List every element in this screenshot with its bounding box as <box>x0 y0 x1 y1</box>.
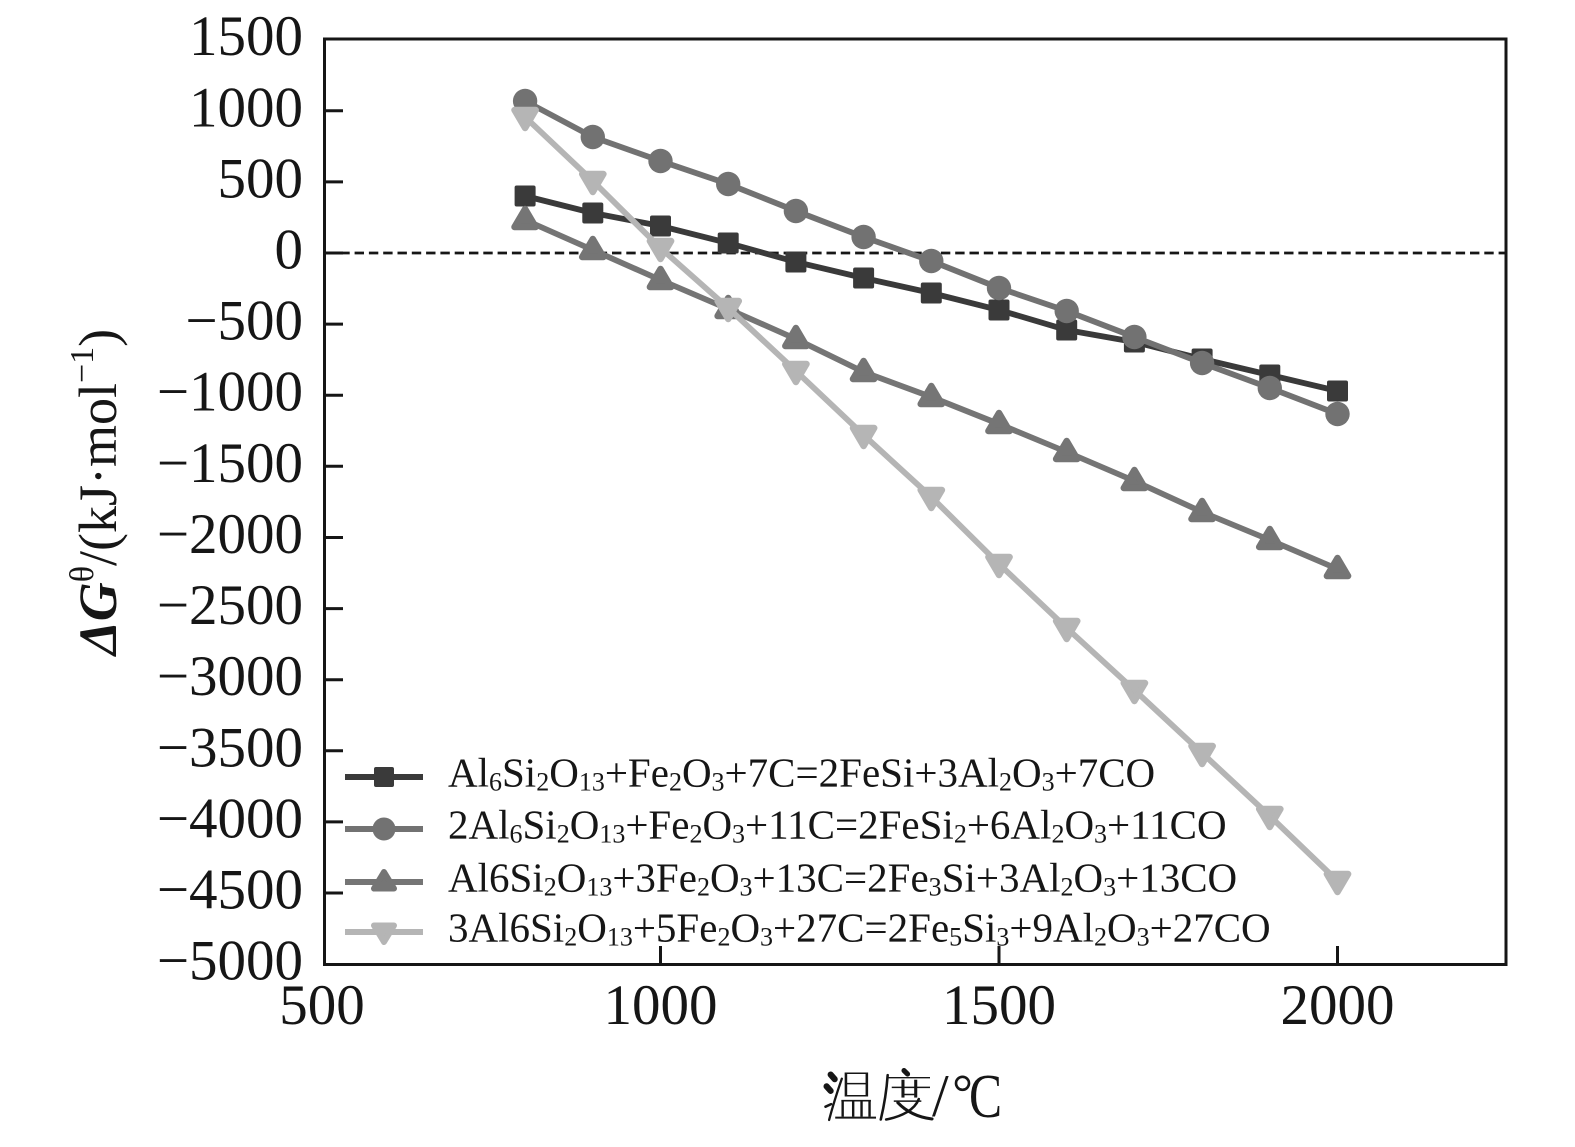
svg-text:−500: −500 <box>185 290 303 353</box>
svg-text:−1500: −1500 <box>157 432 303 495</box>
svg-text:0: 0 <box>275 219 304 282</box>
svg-text:ΔGθ/(kJ·mol−1): ΔGθ/(kJ·mol−1) <box>64 329 128 657</box>
svg-text:500: 500 <box>218 147 304 210</box>
svg-text:2000: 2000 <box>1281 974 1395 1037</box>
svg-text:Al6Si2O13+Fe2O3+7C=2FeSi+3Al2O: Al6Si2O13+Fe2O3+7C=2FeSi+3Al2O3+7CO <box>448 750 1155 797</box>
svg-text:−2500: −2500 <box>157 574 303 637</box>
svg-text:−4000: −4000 <box>157 787 303 850</box>
svg-text:−4500: −4500 <box>157 859 303 922</box>
svg-text:1000: 1000 <box>189 76 303 139</box>
svg-text:−3000: −3000 <box>157 645 303 708</box>
svg-text:1500: 1500 <box>189 5 303 68</box>
svg-text:1500: 1500 <box>942 974 1056 1037</box>
svg-text:C: C <box>969 1063 1002 1131</box>
svg-text:−3500: −3500 <box>157 716 303 779</box>
svg-text:Al6Si2O13+3Fe2O3+13C=2Fe3Si+3A: Al6Si2O13+3Fe2O3+13C=2Fe3Si+3Al2O3+13CO <box>448 855 1237 902</box>
svg-text:1000: 1000 <box>604 974 718 1037</box>
svg-text:500: 500 <box>279 974 365 1037</box>
svg-text:3Al6Si2O13+5Fe2O3+27C=2Fe5Si3+: 3Al6Si2O13+5Fe2O3+27C=2Fe5Si3+9Al2O3+27C… <box>448 905 1271 952</box>
svg-text:−2000: −2000 <box>157 503 303 566</box>
svg-text:/: / <box>932 1063 949 1129</box>
svg-text:−5000: −5000 <box>157 930 303 993</box>
svg-text:2Al6Si2O13+Fe2O3+11C=2FeSi2+6A: 2Al6Si2O13+Fe2O3+11C=2FeSi2+6Al2O3+11CO <box>448 802 1227 849</box>
svg-text:−1000: −1000 <box>157 361 303 424</box>
